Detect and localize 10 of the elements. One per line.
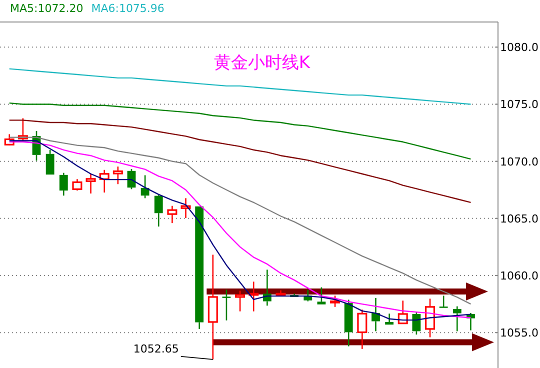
y-tick-label: 1070.0	[500, 155, 538, 168]
y-tick-label: 1065.0	[500, 212, 538, 226]
y-tick-label: 1055.0	[500, 326, 538, 340]
annotation: 1052.65	[133, 342, 179, 356]
text: 黄金小时线K	[214, 53, 311, 73]
y-tick-label: 1075.0	[500, 98, 538, 112]
text: MA6:1075.96	[91, 2, 164, 15]
y-tick-label: 1080.0	[500, 41, 538, 54]
text: MA5:1072.20	[10, 2, 84, 15]
y-tick-label: 1060.0	[500, 270, 538, 283]
